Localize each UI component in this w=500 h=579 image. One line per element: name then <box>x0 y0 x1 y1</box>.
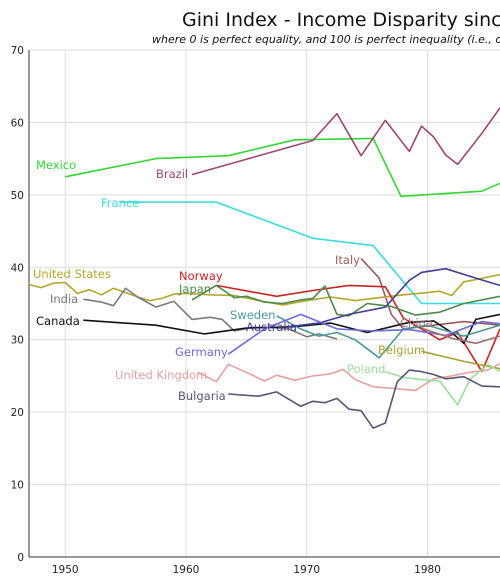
series-label-italy: Italy <box>335 253 360 267</box>
series-line-india <box>83 287 338 340</box>
axes: 0 10 20 30 40 50 60 70 1950 1960 1970 1980 <box>11 45 500 576</box>
y-tick-label: 70 <box>11 45 24 57</box>
y-tick-label: 40 <box>11 262 24 274</box>
series-line-united-states <box>28 273 500 306</box>
series-label-china: China <box>400 316 433 330</box>
series-line-sweden <box>276 315 500 359</box>
x-tick-label: 1950 <box>52 564 79 576</box>
series-line-china <box>421 327 500 345</box>
series-line-germany <box>227 313 500 355</box>
series-line-poland <box>385 363 500 406</box>
series-line-united-kingdom <box>197 362 500 392</box>
series-label-norway: Norway <box>179 269 223 283</box>
series-label-belgium: Belgium <box>378 343 425 357</box>
series-line-mexico <box>65 137 500 198</box>
y-tick-label: 0 <box>17 552 24 564</box>
grid <box>29 49 500 558</box>
series-label-poland: Poland <box>347 362 385 376</box>
series-label-india: India <box>50 292 78 306</box>
chart-title: Gini Index - Income Disparity since <box>182 9 500 31</box>
series-label-bulgaria: Bulgaria <box>178 389 226 403</box>
x-tick-label: 1970 <box>293 564 320 576</box>
series-line-brazil <box>191 107 500 176</box>
y-tick-label: 50 <box>11 190 24 202</box>
series-label-japan: Japan <box>178 282 211 296</box>
series-line-bulgaria <box>228 369 500 429</box>
chart-subtitle: where 0 is perfect equality, and 100 is … <box>152 33 500 46</box>
series-label-mexico: Mexico <box>36 158 76 172</box>
series-line-japan <box>191 284 500 317</box>
y-tick-label: 10 <box>11 480 24 492</box>
x-tick-label: 1980 <box>414 564 441 576</box>
series-label-brazil: Brazil <box>156 167 188 181</box>
series-label-sweden: Sweden <box>230 308 275 322</box>
series-label-canada: Canada <box>36 314 80 328</box>
y-tick-label: 20 <box>11 407 24 419</box>
series-label-france: France <box>101 196 139 210</box>
series-label-australia: Australia <box>246 320 297 334</box>
series-label-germany: Germany <box>175 345 228 359</box>
series-line-france <box>119 201 500 305</box>
series-line-belgium <box>421 350 500 370</box>
y-tick-label: 60 <box>11 117 24 129</box>
y-tick-label: 30 <box>11 335 24 347</box>
series-lines <box>28 107 500 429</box>
x-tick-label: 1960 <box>173 564 200 576</box>
series-label-united-states: United States <box>33 267 111 281</box>
series-label-united-kingdom: United Kingdom <box>115 368 207 382</box>
series-line-canada <box>83 313 500 345</box>
series-labels: Mexico Brazil France Italy United States Norw… <box>33 158 433 403</box>
series-line-norway <box>216 284 500 373</box>
series-line-australia <box>288 267 500 328</box>
